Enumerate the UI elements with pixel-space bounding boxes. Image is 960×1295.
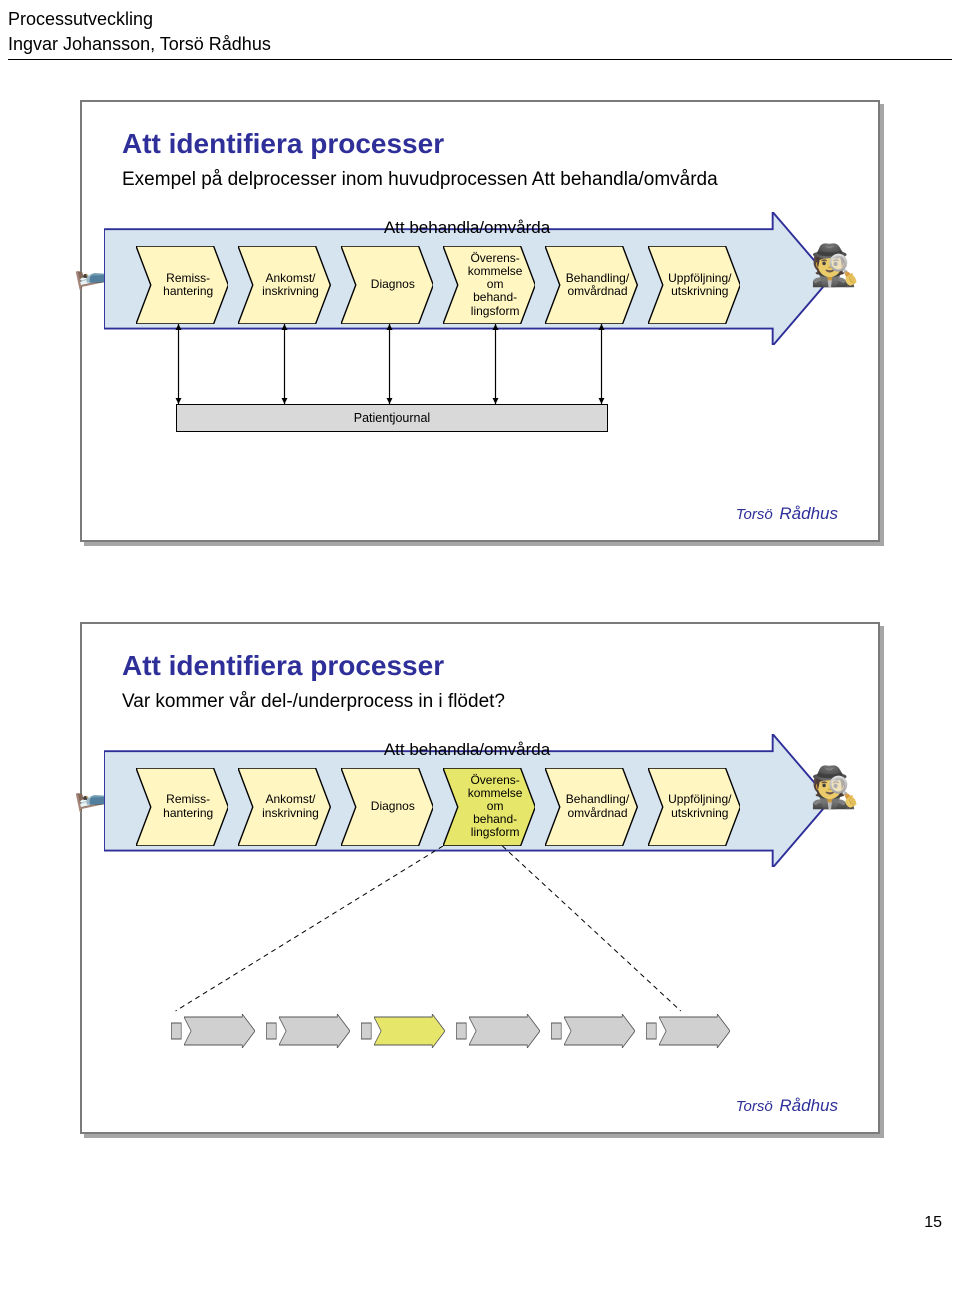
process-step-label: Uppföljning/ utskrivning: [648, 768, 740, 846]
process-step-label: Överens- kommelse om behand- lingsform: [443, 246, 535, 324]
slide-2: Att identifiera processer Var kommer vår…: [80, 622, 880, 1134]
patientjournal-box: Patientjournal: [176, 404, 608, 432]
mini-process-step: [279, 1014, 350, 1048]
header-line1: Processutveckling: [8, 8, 952, 31]
process-step: Uppföljning/ utskrivning: [648, 246, 740, 324]
footer-big: Rådhus: [775, 1096, 838, 1115]
slide2-subtitle: Var kommer vår del-/underprocess in i fl…: [122, 690, 838, 714]
process-step: Behandling/ omvårdnad: [545, 246, 637, 324]
header-line2: Ingvar Johansson, Torsö Rådhus: [8, 33, 952, 56]
inspector-icon: 🕵️: [810, 242, 860, 289]
slide1-subtitle: Exempel på delprocesser inom huvudproces…: [122, 168, 838, 192]
slide2-footer: Torsö Rådhus: [122, 1096, 838, 1116]
mini-process-step: [469, 1014, 540, 1048]
process-arrow-label: Att behandla/omvårda: [384, 218, 550, 238]
footer-big: Rådhus: [775, 504, 838, 523]
patientjournal-label: Patientjournal: [354, 411, 430, 425]
process-step: Diagnos: [341, 246, 433, 324]
process-step-label: Behandling/ omvårdnad: [545, 246, 637, 324]
inspector-icon: 🕵️: [810, 764, 860, 811]
process-step-label: Diagnos: [341, 768, 433, 846]
slide2-steps: Remiss- hantering Ankomst/ inskrivning D…: [136, 768, 740, 846]
mini-process-step: [564, 1014, 635, 1048]
process-step-label: Behandling/ omvårdnad: [545, 768, 637, 846]
process-step-label: Överens- kommelse om behand- lingsform: [443, 768, 535, 846]
slide1-footer: Torsö Rådhus: [122, 504, 838, 524]
process-step: Överens- kommelse om behand- lingsform: [443, 246, 535, 324]
slide2-diagram: 🛌 Att behandla/omvårda Remiss- hantering…: [94, 734, 850, 1084]
mini-process-step: [184, 1014, 255, 1048]
process-step-label: Uppföljning/ utskrivning: [648, 246, 740, 324]
process-step: Ankomst/ inskrivning: [238, 246, 330, 324]
process-step-label: Ankomst/ inskrivning: [238, 768, 330, 846]
slide2-title: Att identifiera processer: [122, 650, 838, 682]
process-step-label: Diagnos: [341, 246, 433, 324]
slide1-connectors: [126, 324, 760, 404]
process-step-label: Remiss- hantering: [136, 768, 228, 846]
slide2-dashed-fan: [126, 846, 760, 1036]
process-step: Remiss- hantering: [136, 246, 228, 324]
footer-small: Torsö: [736, 1098, 773, 1115]
footer-small: Torsö: [736, 506, 773, 523]
mini-process-step: [659, 1014, 730, 1048]
process-step: Överens- kommelse om behand- lingsform: [443, 768, 535, 846]
slide2-mini-steps: [184, 1014, 730, 1048]
process-step-label: Ankomst/ inskrivning: [238, 246, 330, 324]
slide-1: Att identifiera processer Exempel på del…: [80, 100, 880, 542]
process-arrow-label: Att behandla/omvårda: [384, 740, 550, 760]
process-step: Remiss- hantering: [136, 768, 228, 846]
process-step-label: Remiss- hantering: [136, 246, 228, 324]
process-step: Diagnos: [341, 768, 433, 846]
page-header: Processutveckling Ingvar Johansson, Tors…: [8, 8, 952, 55]
page-number: 15: [8, 1214, 952, 1232]
mini-process-step: [374, 1014, 445, 1048]
process-step: Uppföljning/ utskrivning: [648, 768, 740, 846]
page-divider: [8, 59, 952, 60]
process-step: Behandling/ omvårdnad: [545, 768, 637, 846]
process-step: Ankomst/ inskrivning: [238, 768, 330, 846]
slide1-title: Att identifiera processer: [122, 128, 838, 160]
slide1-steps: Remiss- hantering Ankomst/ inskrivning D…: [136, 246, 740, 324]
slide1-diagram: 🛌 Att behandla/omvårda Remiss- hantering…: [94, 212, 850, 492]
